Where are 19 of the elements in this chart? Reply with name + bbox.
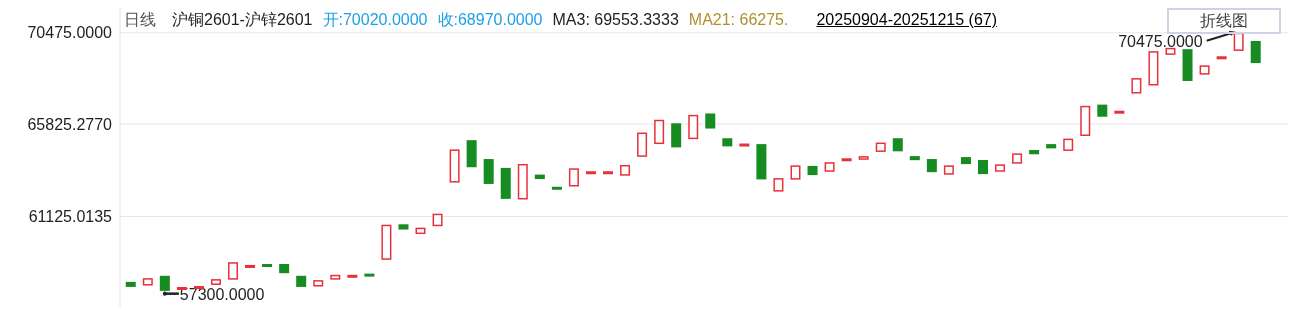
candlestick — [1250, 40, 1261, 64]
annotation: 收:68970.0000 — [437, 9, 543, 30]
y-tick-label: 61125.0135 — [28, 208, 113, 226]
chart-subtitle: 沪铜2601-沪锌2601 — [172, 9, 313, 30]
annotation: 开:70020.0000 — [322, 9, 428, 30]
y-tick-label: 70475.0000 — [27, 24, 113, 42]
toggle-button: 折线图 — [1167, 8, 1281, 34]
candlestick — [637, 132, 648, 157]
candlestick — [654, 119, 665, 145]
chart-title: 日线 — [124, 9, 156, 30]
annotation: MA21: 66275. — [688, 11, 789, 29]
candlestick — [483, 159, 494, 184]
annotation: 57300.0000 — [179, 285, 265, 303]
annotation: MA3: 69553.3333 — [552, 11, 679, 29]
annotation: 20250904-20251215 (67) — [816, 11, 998, 29]
candlestick — [671, 123, 682, 148]
y-tick-label: 65825.2770 — [27, 115, 113, 133]
annotation: 70475.0000 — [1118, 32, 1203, 50]
candlestick — [688, 114, 699, 140]
